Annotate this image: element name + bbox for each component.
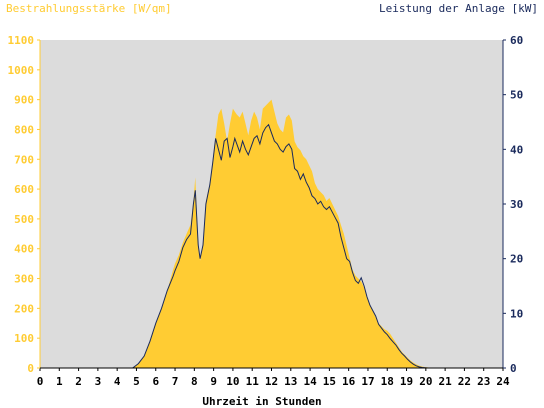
left-tick-label: 700 [14,153,34,166]
x-axis-title: Uhrzeit in Stunden [202,395,321,408]
irradiance-series [40,99,503,368]
left-tick-label: 500 [14,213,34,226]
x-tick-label: 11 [246,375,260,388]
left-tick-label: 400 [14,243,34,256]
left-tick-label: 100 [14,332,34,345]
x-tick-label: 19 [400,375,413,388]
x-tick-label: 20 [419,375,432,388]
left-tick-labels: 0 100 200 300 400 500 600 700 800 900 1000 1100 [8,34,40,375]
right-tick-label: 10 [510,307,523,320]
x-tick-label: 3 [95,375,102,388]
right-tick-label: 60 [510,34,523,47]
x-tick-label: 10 [226,375,239,388]
power-series [40,123,503,369]
x-tick-label: 5 [133,375,140,388]
right-axis-title: Leistung der Anlage [kW] [379,2,538,15]
x-tick-label: 6 [152,375,159,388]
x-tick-label: 13 [284,375,297,388]
power-line [40,123,503,369]
x-tick-label: 18 [381,375,394,388]
left-tick-label: 1100 [8,34,35,47]
left-tick-label: 1000 [8,64,35,77]
right-tick-label: 50 [510,89,523,102]
x-tick-label: 24 [496,375,510,388]
x-tick-label: 21 [439,375,453,388]
x-tick-label: 9 [210,375,217,388]
left-tick-label: 300 [14,273,34,286]
right-tick-label: 0 [510,362,517,375]
x-tick-label: 8 [191,375,198,388]
x-tick-label: 15 [323,375,336,388]
left-tick-label: 200 [14,302,34,315]
x-tick-label: 7 [172,375,179,388]
x-tick-label: 14 [303,375,317,388]
x-tick-label: 1 [56,375,63,388]
x-tick-label: 2 [75,375,82,388]
right-tick-labels: 0 10 20 30 40 50 60 [503,34,523,375]
right-tick-label: 30 [510,198,523,211]
x-tick-label: 0 [37,375,44,388]
left-tick-label: 0 [27,362,34,375]
x-tick-labels: 0 1 2 3 4 5 6 7 8 9 10 11 12 13 14 15 16 17 18 19 20 21 22 23 24 [37,368,510,388]
x-tick-label: 12 [265,375,278,388]
right-tick-label: 40 [510,143,523,156]
left-tick-label: 900 [14,94,34,107]
x-tick-label: 16 [342,375,356,388]
irradiance-area [40,99,503,368]
x-tick-label: 4 [114,375,121,388]
x-tick-label: 23 [477,375,490,388]
left-axis-title: Bestrahlungsstärke [W/qm] [6,2,172,15]
left-tick-label: 600 [14,183,34,196]
left-tick-label: 800 [14,123,34,136]
x-tick-label: 17 [361,375,374,388]
right-tick-label: 20 [510,253,523,266]
x-tick-label: 22 [458,375,471,388]
